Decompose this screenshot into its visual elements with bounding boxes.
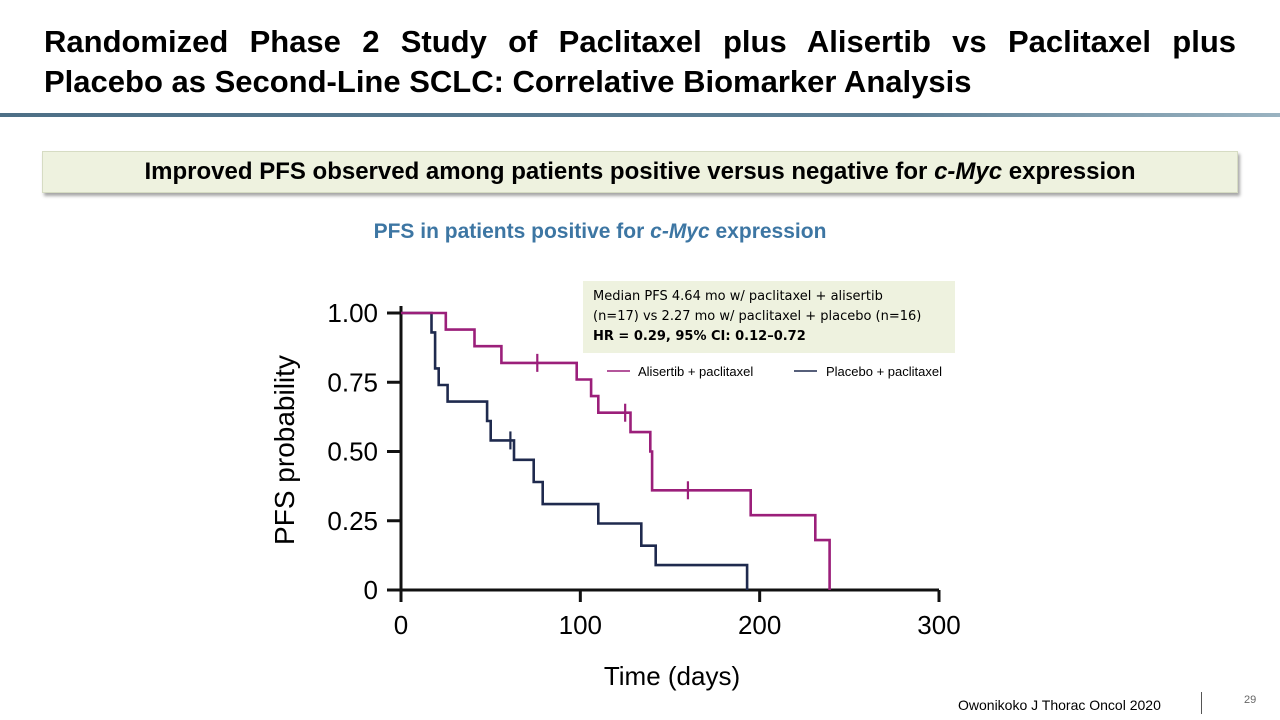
x-axis-label: Time (days) (604, 661, 740, 691)
callout-text-before: Improved PFS observed among patients pos… (144, 158, 935, 185)
legend-label-placebo-paclitaxel: Placebo + paclitaxel (826, 364, 942, 379)
chart-heading-after: expression (709, 220, 827, 243)
median-line-2: (n=17) vs 2.27 mo w/ paclitaxel + placeb… (593, 309, 922, 324)
chart-heading-italic: c-Myc (650, 220, 710, 243)
citation: Owonikoko J Thorac Oncol 2020 (958, 697, 1161, 713)
x-tick-label-0: 0 (394, 610, 408, 640)
y-tick-label-1: 1.00 (327, 298, 378, 328)
series-line-alisertib-paclitaxel (401, 311, 831, 590)
key-finding-callout: Improved PFS observed among patients pos… (42, 151, 1238, 193)
chart-heading-before: PFS in patients positive for (373, 220, 651, 243)
y-axis-label: PFS probability (269, 355, 300, 545)
x-tick-label-100: 100 (559, 610, 602, 640)
y-tick-label-0.5: 0.50 (327, 437, 378, 467)
x-tick-label-300: 300 (917, 610, 960, 640)
legend-label-alisertib-paclitaxel: Alisertib + paclitaxel (638, 364, 753, 379)
slide-title: Randomized Phase 2 Study of Paclitaxel p… (44, 24, 1236, 99)
y-tick-label-0: 0 (364, 575, 378, 605)
callout-text-after: expression (1002, 158, 1136, 185)
y-tick-label-0.25: 0.25 (327, 506, 378, 536)
x-tick-label-200: 200 (738, 610, 781, 640)
citation-separator (1201, 692, 1202, 714)
callout-text-italic: c-Myc (934, 158, 1003, 185)
median-line-1: Median PFS 4.64 mo w/ paclitaxel + alise… (593, 289, 883, 304)
series-line-placebo-paclitaxel (401, 311, 749, 590)
page-number: 29 (1244, 694, 1257, 706)
title-divider (0, 113, 1280, 117)
hazard-ratio-line: HR = 0.29, 95% CI: 0.12–0.72 (593, 329, 806, 344)
median-pfs-box: Median PFS 4.64 mo w/ paclitaxel + alise… (583, 281, 955, 353)
y-tick-label-0.75: 0.75 (327, 367, 378, 397)
callout-text: Improved PFS observed among patients pos… (145, 158, 1136, 186)
chart-heading: PFS in patients positive for c-Myc expre… (300, 220, 900, 244)
